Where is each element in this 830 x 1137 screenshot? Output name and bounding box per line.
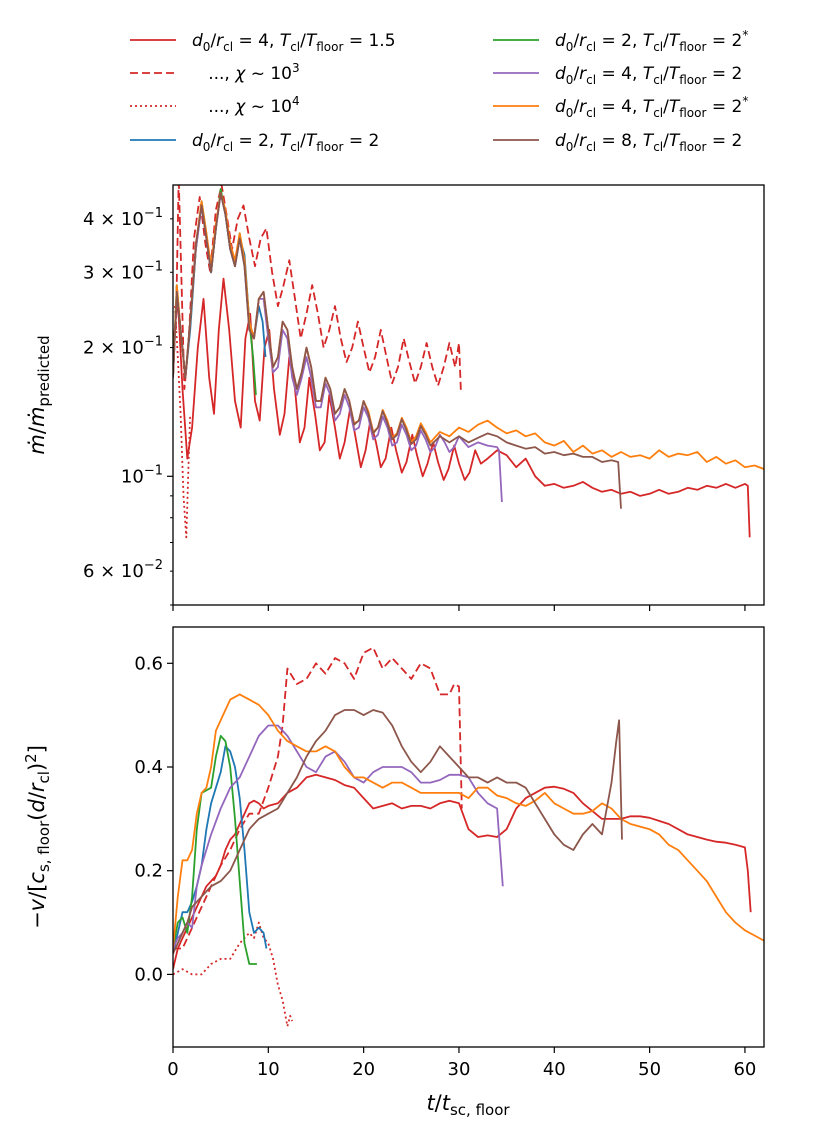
top-panel-frame — [172, 184, 765, 606]
x-tick-label: 20 — [352, 1059, 375, 1080]
x-tick-label: 10 — [257, 1059, 280, 1080]
legend-label-o4s: d0/rcl = 4, Tcl/Tfloor = 2* — [555, 94, 748, 120]
legend-label-b2: d0/rcl = 2, Tcl/Tfloor = 2 — [192, 131, 379, 154]
top-series-o4s — [173, 192, 764, 470]
bottom-series-r15_chi4 — [173, 921, 294, 1028]
top-y-tick-label: 2 × 10−1 — [83, 335, 163, 359]
top-panel-axes: 4 × 10−1 3 × 10−1 2 × 10−1 10−1 6 × 10−2 — [83, 206, 746, 611]
top-series-r15_chi4 — [174, 306, 192, 539]
bottom-series-p4 — [173, 724, 504, 949]
top-y-tick-label: 6 × 10−2 — [83, 558, 163, 582]
bottom-y-axis-label: −v/[cs, floor(d/rcl)2] — [22, 745, 53, 929]
bottom-series-br8 — [173, 709, 623, 955]
bottom-y-tick-label: 0.0 — [134, 964, 163, 985]
top-series-br8 — [173, 192, 622, 509]
top-y-tick-label: 4 × 10−1 — [83, 206, 163, 230]
bottom-panel-axes: 0 10 20 30 40 50 60 0.0 0.2 0.4 0.6 — [134, 653, 756, 1080]
x-tick-label: 40 — [543, 1059, 566, 1080]
top-series-r15 — [173, 277, 751, 538]
top-y-axis-label: ṁ/ṁpredicted — [25, 335, 53, 454]
top-panel-lines — [173, 185, 764, 539]
top-y-tick-label: 3 × 10−1 — [83, 259, 163, 283]
legend-label-p4: d0/rcl = 4, Tcl/Tfloor = 2 — [555, 64, 742, 87]
bottom-y-tick-label: 0.4 — [134, 757, 163, 778]
legend-label-r15_chi4: ..., χ ~ 104 — [192, 94, 300, 117]
x-tick-label: 30 — [448, 1059, 471, 1080]
legend-label-r15_chi3: ..., χ ~ 103 — [192, 61, 300, 84]
bottom-y-tick-label: 0.6 — [134, 653, 163, 674]
bottom-series-o4s — [173, 693, 764, 949]
top-y-tick-label: 10−1 — [121, 463, 163, 487]
bottom-panel-frame — [172, 626, 765, 1048]
bottom-panel-lines — [173, 646, 764, 1028]
bottom-series-r15_chi3 — [173, 646, 463, 950]
bottom-series-g2s — [173, 735, 257, 965]
x-tick-label: 50 — [638, 1059, 661, 1080]
legend-label-g2s: d0/rcl = 2, Tcl/Tfloor = 2* — [555, 28, 748, 54]
bottom-y-tick-label: 0.2 — [134, 861, 163, 882]
x-tick-label: 0 — [167, 1059, 178, 1080]
legend-label-br8: d0/rcl = 8, Tcl/Tfloor = 2 — [555, 131, 742, 154]
x-tick-label: 60 — [733, 1059, 756, 1080]
bottom-series-r15 — [173, 773, 752, 970]
legend: d0/rcl = 4, Tcl/Tfloor = 1.5 ..., χ ~ 10… — [130, 28, 748, 154]
bottom-series-b2 — [173, 745, 268, 954]
top-series-r15_chi3 — [175, 185, 462, 392]
legend-label-r15: d0/rcl = 4, Tcl/Tfloor = 1.5 — [192, 31, 396, 54]
x-axis-label: t/tsc, floor — [426, 1091, 510, 1119]
